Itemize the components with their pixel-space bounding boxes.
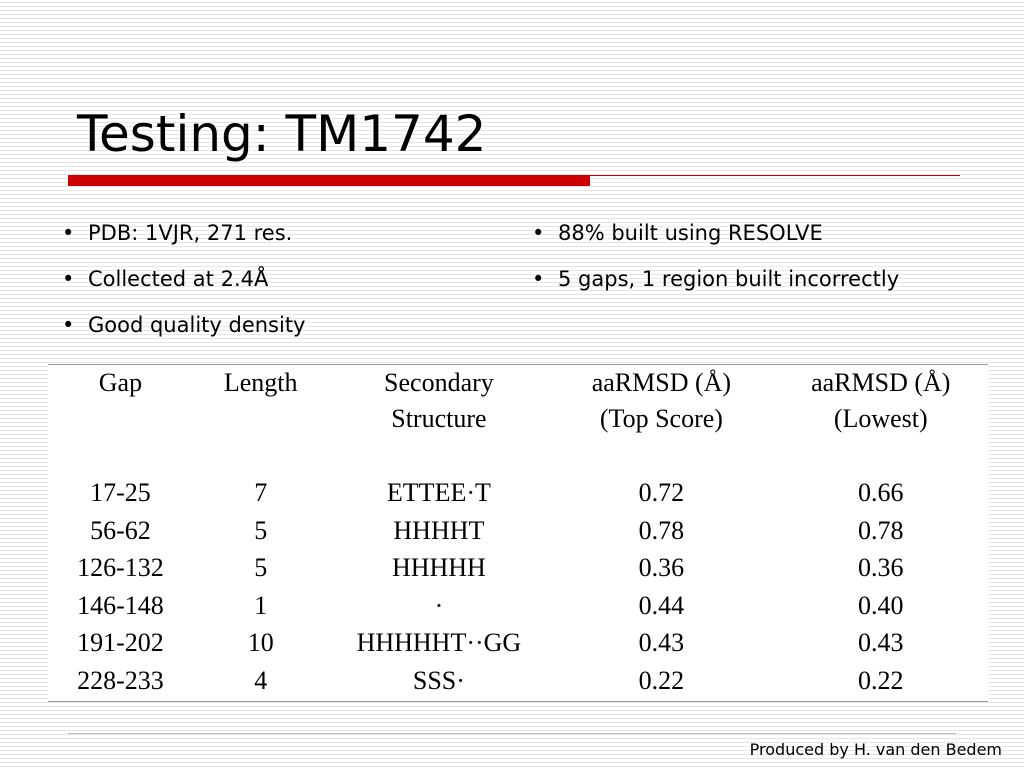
gap-results-table-panel: Gap Length Secondary Structure aaRMSD (Å)… — [48, 364, 988, 702]
cell-length: 5 — [254, 515, 268, 545]
bullet-text: 88% built using RESOLVE — [558, 221, 823, 245]
cell-secondary-structure: HHHHT — [393, 515, 485, 545]
gap-results-table: Gap Length Secondary Structure aaRMSD (Å)… — [48, 365, 988, 699]
table-row: 126-132 5 HHHHH 0.36 0.36 — [48, 549, 988, 587]
cell-rmsd-top-score: 0.22 — [638, 665, 685, 695]
cell-rmsd-lowest: 0.40 — [858, 590, 904, 620]
header-line: aaRMSD (Å) — [811, 368, 951, 397]
bullet-item: • 88% built using RESOLVE — [532, 210, 899, 256]
footer-rule — [68, 733, 956, 734]
cell-rmsd-lowest: 0.66 — [858, 478, 904, 507]
title-underline-rule — [590, 175, 960, 176]
slide-title: Testing: TM1742 — [77, 105, 487, 163]
cell-length: 10 — [247, 628, 274, 657]
bullet-item: • Good quality density — [62, 302, 306, 348]
cell-secondary-structure: · — [434, 590, 444, 620]
table-row: 56-62 5 HHHHT 0.78 0.78 — [48, 512, 988, 550]
cell-rmsd-lowest: 0.78 — [858, 515, 904, 545]
bullet-text: PDB: 1VJR, 271 res. — [88, 221, 293, 245]
bullet-icon: • — [532, 221, 545, 245]
bullet-list-left: • PDB: 1VJR, 271 res. • Collected at 2.4Å … — [62, 210, 306, 348]
header-secondary-structure: Secondary Structure — [329, 365, 550, 474]
bullet-item: • Collected at 2.4Å — [62, 256, 306, 302]
table-row: 17-25 7 ETTEE·T 0.72 0.66 — [48, 474, 988, 512]
bullet-item: • PDB: 1VJR, 271 res. — [62, 210, 306, 256]
cell-length: 1 — [254, 590, 268, 620]
table-row: 228-233 4 SSS· 0.22 0.22 — [48, 662, 988, 700]
header-line: Length — [223, 368, 298, 397]
bullet-icon: • — [62, 221, 75, 245]
bullet-text: 5 gaps, 1 region built incorrectly — [558, 267, 900, 291]
cell-rmsd-top-score: 0.44 — [638, 590, 685, 620]
header-rmsd-top-score: aaRMSD (Å) (Top Score) — [549, 365, 773, 474]
cell-secondary-structure: HHHHHT··GG — [356, 628, 522, 657]
header-line: Gap — [98, 368, 143, 397]
bullet-icon: • — [62, 313, 75, 337]
header-length: Length — [193, 365, 329, 474]
header-line: Structure — [391, 404, 487, 433]
cell-rmsd-top-score: 0.36 — [638, 553, 685, 582]
cell-gap: 191-202 — [77, 628, 164, 657]
cell-secondary-structure: HHHHH — [391, 553, 486, 582]
cell-rmsd-top-score: 0.78 — [638, 515, 685, 545]
bullet-icon: • — [62, 267, 75, 291]
cell-gap: 146-148 — [77, 590, 164, 620]
cell-rmsd-lowest: 0.22 — [858, 665, 904, 695]
cell-rmsd-top-score: 0.43 — [638, 628, 685, 657]
table-header-row: Gap Length Secondary Structure aaRMSD (Å)… — [48, 365, 988, 474]
cell-secondary-structure: SSS· — [412, 665, 465, 695]
header-rmsd-lowest: aaRMSD (Å) (Lowest) — [774, 365, 988, 474]
header-line: Secondary — [384, 368, 494, 397]
header-gap: Gap — [48, 365, 193, 474]
bullet-text: Good quality density — [88, 313, 306, 337]
bullet-text: Collected at 2.4Å — [88, 267, 269, 291]
cell-rmsd-top-score: 0.72 — [638, 478, 685, 507]
title-underline-bar — [68, 175, 590, 186]
credit-text: Produced by H. van den Bedem — [749, 740, 1002, 759]
header-line: aaRMSD (Å) — [591, 368, 732, 397]
table-row: 191-202 10 HHHHHT··GG 0.43 0.43 — [48, 624, 988, 662]
bullet-list-right: • 88% built using RESOLVE • 5 gaps, 1 regi… — [532, 210, 899, 302]
table-row: 146-148 1 · 0.44 0.40 — [48, 587, 988, 625]
header-line: (Top Score) — [599, 404, 723, 433]
cell-gap: 17-25 — [90, 478, 151, 507]
cell-length: 5 — [254, 553, 268, 582]
cell-length: 4 — [254, 665, 268, 695]
header-line: (Lowest) — [833, 404, 928, 433]
cell-gap: 228-233 — [77, 665, 164, 695]
cell-secondary-structure: ETTEE·T — [386, 478, 491, 507]
cell-gap: 56-62 — [90, 515, 151, 545]
cell-gap: 126-132 — [77, 553, 164, 582]
cell-rmsd-lowest: 0.36 — [858, 553, 904, 582]
bullet-icon: • — [532, 267, 545, 291]
bullet-item: • 5 gaps, 1 region built incorrectly — [532, 256, 899, 302]
cell-length: 7 — [254, 478, 268, 507]
cell-rmsd-lowest: 0.43 — [858, 628, 904, 657]
